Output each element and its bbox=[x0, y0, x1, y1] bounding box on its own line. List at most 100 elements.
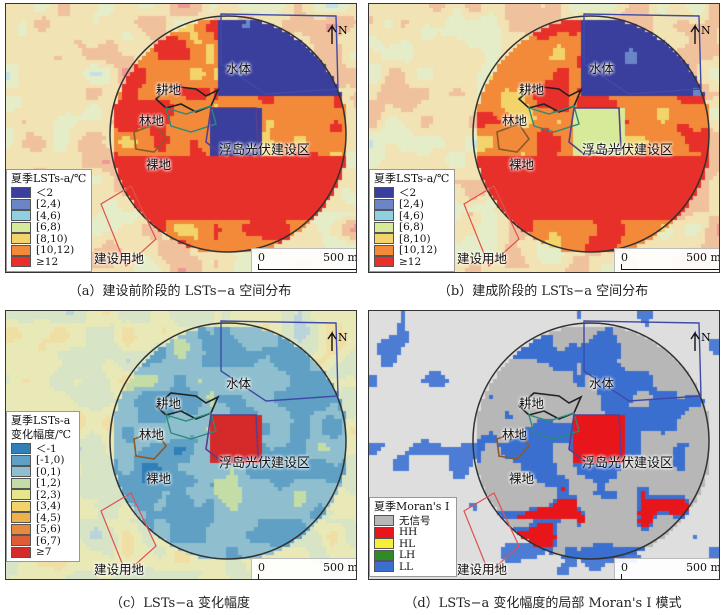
legend-item: ≥7 bbox=[11, 546, 75, 559]
legend-rows: 无信号 HH HL LH LL bbox=[374, 515, 452, 573]
legend-label: HL bbox=[399, 537, 416, 550]
legend-label: [2,4) bbox=[399, 198, 424, 210]
legend-swatch bbox=[11, 523, 31, 535]
legend-label: ＜-1 bbox=[36, 442, 57, 455]
label-forest: 林地 bbox=[139, 113, 165, 128]
legend-subtitle: 变化幅度/℃ bbox=[11, 428, 72, 441]
label-farmland: 耕地 bbox=[519, 396, 545, 411]
legend-label: [6,8) bbox=[399, 221, 424, 233]
legend-label: [8,10) bbox=[399, 232, 431, 245]
legend-title: 夏季Moran's I bbox=[374, 500, 450, 513]
study-area-boundary bbox=[472, 15, 710, 253]
legend-item: [4,6) bbox=[374, 210, 450, 222]
scale-start: 0 bbox=[258, 561, 265, 574]
scale-bar-line bbox=[621, 264, 719, 270]
legend-label: LL bbox=[399, 560, 413, 573]
legend-rows: ＜2 [2,4) [4,6) [6,8) [8,10) [10,12) ≥12 bbox=[374, 187, 450, 268]
legend-a: 夏季LSTs-a/℃ ＜2 [2,4) [4,6) [6,8) [8,10) [10,12… bbox=[6, 169, 92, 272]
north-arrow-icon: N bbox=[690, 330, 711, 351]
legend-label: [1,2) bbox=[36, 477, 61, 489]
pv-zone-outline bbox=[205, 414, 259, 462]
legend-d: 夏季Moran's I 无信号 HH HL LH LL bbox=[369, 497, 457, 577]
legend-label: [-1,0) bbox=[36, 454, 65, 466]
label-construction: 建设用地 bbox=[457, 562, 508, 577]
legend-item: [8,10) bbox=[374, 233, 450, 245]
legend-item: [-1,0) bbox=[11, 454, 75, 467]
forest-outline bbox=[164, 412, 217, 440]
map-panel-a: 水体 耕地 林地 裸地 浮岛光伏建设区 建设用地 夏季LSTs-a/℃ ＜2 [2… bbox=[5, 3, 357, 273]
construction-outline bbox=[463, 492, 520, 575]
legend-item: [3,4) bbox=[11, 500, 75, 513]
legend-item: [5,6) bbox=[11, 523, 75, 536]
legend-swatch bbox=[374, 526, 394, 538]
legend-item: [6,8) bbox=[11, 221, 87, 234]
legend-swatch bbox=[11, 233, 31, 245]
label-water: 水体 bbox=[226, 61, 252, 76]
legend-label: [10,12) bbox=[399, 244, 438, 256]
legend-label: [3,4) bbox=[36, 500, 61, 512]
forest-outline bbox=[527, 105, 580, 133]
legend-item: HL bbox=[374, 538, 452, 550]
legend-swatch bbox=[11, 244, 31, 256]
label-pv-zone: 浮岛光伏建设区 bbox=[219, 143, 311, 158]
legend-swatch bbox=[374, 221, 394, 233]
legend-swatch bbox=[374, 561, 394, 573]
legend-swatch bbox=[11, 443, 31, 455]
legend-label: [4,5) bbox=[36, 511, 61, 524]
legend-swatch bbox=[11, 535, 31, 547]
construction-outline bbox=[100, 185, 157, 268]
pv-zone-outline bbox=[568, 414, 622, 462]
legend-item: 无信号 bbox=[374, 515, 452, 527]
legend-swatch bbox=[374, 198, 394, 210]
legend-label: [6,8) bbox=[36, 221, 61, 233]
legend-item: ＜2 bbox=[374, 187, 450, 199]
legend-item: ≥12 bbox=[11, 256, 87, 268]
scale-end: 500 m bbox=[323, 561, 357, 574]
scale-start: 0 bbox=[621, 251, 628, 264]
label-construction: 建设用地 bbox=[94, 251, 145, 266]
water-body-outline bbox=[220, 320, 339, 402]
label-water: 水体 bbox=[226, 376, 252, 391]
map-panel-c: 水体 耕地 林地 裸地 浮岛光伏建设区 建设用地 夏季LSTs-a 变化幅度/℃… bbox=[5, 310, 357, 580]
legend-rows: ＜-1 [-1,0) [0,1) [1,2) [2,3) [3,4) [4,5) [5,6)[… bbox=[11, 443, 75, 558]
legend-item: [10,12) bbox=[374, 244, 450, 257]
legend-swatch bbox=[374, 549, 394, 561]
legend-b: 夏季LSTs-a/℃ ＜2 [2,4) [4,6) [6,8) [8,10) [10,12… bbox=[369, 169, 455, 272]
north-label: N bbox=[338, 331, 348, 344]
legend-swatch bbox=[11, 454, 31, 466]
legend-item: [2,3) bbox=[11, 489, 75, 501]
legend-item: [6,7) bbox=[11, 535, 75, 547]
label-pv-zone: 浮岛光伏建设区 bbox=[582, 143, 674, 158]
label-construction: 建设用地 bbox=[457, 251, 508, 266]
label-bareland: 裸地 bbox=[146, 157, 172, 172]
legend-c: 夏季LSTs-a 变化幅度/℃ ＜-1 [-1,0) [0,1) [1,2) [2,3)… bbox=[6, 411, 80, 562]
study-area-boundary bbox=[109, 15, 347, 253]
legend-label: HH bbox=[399, 526, 418, 538]
legend-item: ≥12 bbox=[374, 256, 450, 268]
legend-label: [2,3) bbox=[36, 488, 61, 501]
water-body-outline bbox=[220, 13, 339, 95]
study-area-boundary bbox=[472, 322, 710, 560]
legend-label: ＜2 bbox=[399, 186, 417, 199]
farmland-outline bbox=[517, 85, 583, 113]
scale-end: 500 m bbox=[686, 561, 720, 574]
bareland-outline bbox=[133, 430, 168, 460]
map-panel-b: 水体 耕地 林地 裸地 浮岛光伏建设区 建设用地 夏季LSTs-a/℃ ＜2 [2… bbox=[368, 3, 720, 273]
bareland-outline bbox=[496, 123, 531, 153]
legend-swatch bbox=[11, 187, 31, 199]
scale-start: 0 bbox=[621, 561, 628, 574]
legend-swatch bbox=[11, 210, 31, 222]
legend-item: [2,4) bbox=[374, 198, 450, 211]
north-label: N bbox=[701, 24, 711, 37]
label-pv-zone: 浮岛光伏建设区 bbox=[582, 456, 674, 471]
scale-bar: 0 500 m bbox=[251, 248, 356, 272]
legend-item: ＜2 bbox=[11, 187, 87, 199]
legend-label: [0,1) bbox=[36, 465, 61, 478]
legend-label: [6,7) bbox=[36, 534, 61, 547]
water-body-outline bbox=[583, 13, 702, 95]
north-arrow-icon: N bbox=[327, 23, 348, 44]
scale-end: 500 m bbox=[686, 251, 720, 264]
pv-zone-outline bbox=[205, 107, 259, 155]
legend-label: LH bbox=[399, 549, 416, 561]
legend-item: [10,12) bbox=[11, 244, 87, 257]
